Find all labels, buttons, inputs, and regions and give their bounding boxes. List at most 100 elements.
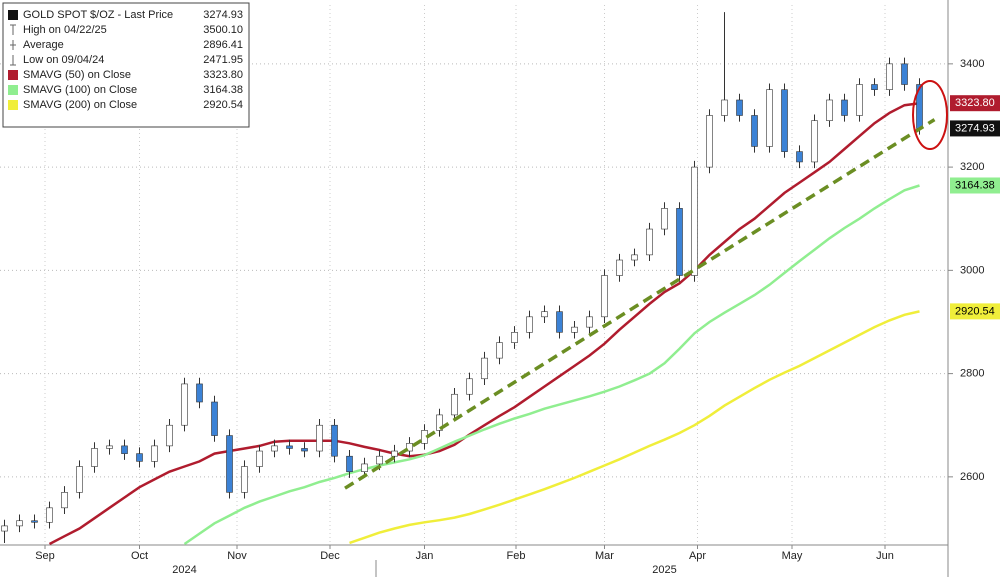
candle-body [256, 450, 263, 467]
candle-body [391, 450, 398, 457]
x-tick-label: Apr [689, 550, 706, 562]
x-tick-label: Jun [876, 550, 894, 562]
candle-body [721, 99, 728, 116]
legend-label: SMAVG (200) on Close [23, 99, 137, 111]
highlight-ellipse [912, 80, 948, 150]
candle-body [706, 115, 713, 168]
y-tick-label: 3000 [960, 264, 984, 276]
legend-label: GOLD SPOT $/OZ - Last Price [23, 9, 173, 21]
sma-line [48, 101, 920, 546]
candle-body [511, 332, 518, 343]
legend-label: Average [23, 39, 64, 51]
candle-body [136, 453, 143, 462]
x-tick-label: Feb [507, 550, 526, 562]
candle-body [631, 254, 638, 261]
candle-body [301, 448, 308, 452]
candle-body [481, 357, 488, 380]
candle-body [316, 424, 323, 452]
x-tick-label: Dec [320, 550, 340, 562]
sma-line [349, 310, 920, 545]
candle-body [616, 259, 623, 276]
candle-body [811, 120, 818, 163]
candle-body [196, 383, 203, 403]
legend-swatch [8, 85, 18, 95]
candle-body [361, 463, 368, 472]
candle-body [241, 466, 248, 493]
legend-label: Low on 09/04/24 [23, 54, 104, 66]
value-tag-label: 3164.38 [955, 179, 995, 191]
candle-body [31, 520, 38, 523]
candle-body [646, 228, 653, 256]
legend-label: SMAVG (50) on Close [23, 69, 131, 81]
candle-body [436, 414, 443, 431]
x-tick-label: Sep [35, 550, 55, 562]
candle-body [856, 84, 863, 116]
candle-body [886, 63, 893, 90]
legend: GOLD SPOT $/OZ - Last Price 3274.93 High o… [2, 2, 250, 128]
candle-body [466, 378, 473, 395]
candle-body [211, 401, 218, 436]
x-tick-label: May [782, 550, 803, 562]
legend-value: 2920.54 [203, 99, 243, 111]
y-tick-label: 3400 [960, 58, 984, 70]
value-tag [950, 303, 1000, 320]
value-tag-label: 3274.93 [955, 122, 995, 134]
candle-body [226, 435, 233, 493]
y-tick-label: 2600 [960, 471, 984, 483]
candle-body [376, 455, 383, 465]
legend-swatch [8, 10, 18, 20]
candle-body [16, 520, 23, 527]
candle-body [91, 448, 98, 467]
candle-body [751, 115, 758, 147]
legend-value: 3164.38 [203, 84, 243, 96]
candle-body [76, 466, 83, 493]
candle-body [526, 316, 533, 333]
value-tag [950, 120, 1000, 137]
year-label: 2025 [652, 564, 676, 576]
legend-value: 3323.80 [203, 69, 243, 81]
value-tag [950, 95, 1000, 112]
candle-body [346, 455, 353, 472]
candle-body [571, 326, 578, 333]
y-tick-label: 3200 [960, 161, 984, 173]
candle-body [601, 275, 608, 318]
candle-body [406, 442, 413, 452]
candle-body [676, 208, 683, 276]
value-tag-label: 2920.54 [955, 305, 995, 317]
sma-line [183, 184, 920, 546]
candle-body [766, 89, 773, 147]
legend-value: 3274.93 [203, 9, 243, 21]
legend-swatch [8, 100, 18, 110]
candle-body [1, 525, 8, 532]
candle-body [781, 89, 788, 152]
candle-body [106, 445, 113, 449]
candle-body [166, 424, 173, 447]
candle-body [661, 208, 668, 230]
y-tick-label: 2800 [960, 368, 984, 380]
x-tick-label: Mar [595, 550, 614, 562]
candle-body [871, 84, 878, 90]
candle-body [496, 342, 503, 359]
legend-swatch [8, 70, 18, 80]
candle-body [181, 383, 188, 426]
legend-value: 3500.10 [203, 24, 243, 36]
candle-body [451, 393, 458, 416]
candle-body [541, 311, 548, 318]
trendline [344, 118, 936, 490]
legend-label: High on 04/22/25 [23, 24, 107, 36]
legend-value: 2471.95 [203, 54, 243, 66]
candle-body [901, 63, 908, 85]
value-tag [950, 177, 1000, 194]
legend-value: 2896.41 [203, 39, 243, 51]
candle-body [556, 311, 563, 333]
candle-body [691, 166, 698, 276]
candle-body [796, 151, 803, 163]
candle-body [46, 507, 53, 523]
candle-body [826, 99, 833, 121]
candle-body [271, 445, 278, 452]
value-tag-label: 3323.80 [955, 97, 995, 109]
x-tick-label: Oct [131, 550, 148, 562]
candle-body [151, 445, 158, 462]
candle-body [286, 445, 293, 449]
